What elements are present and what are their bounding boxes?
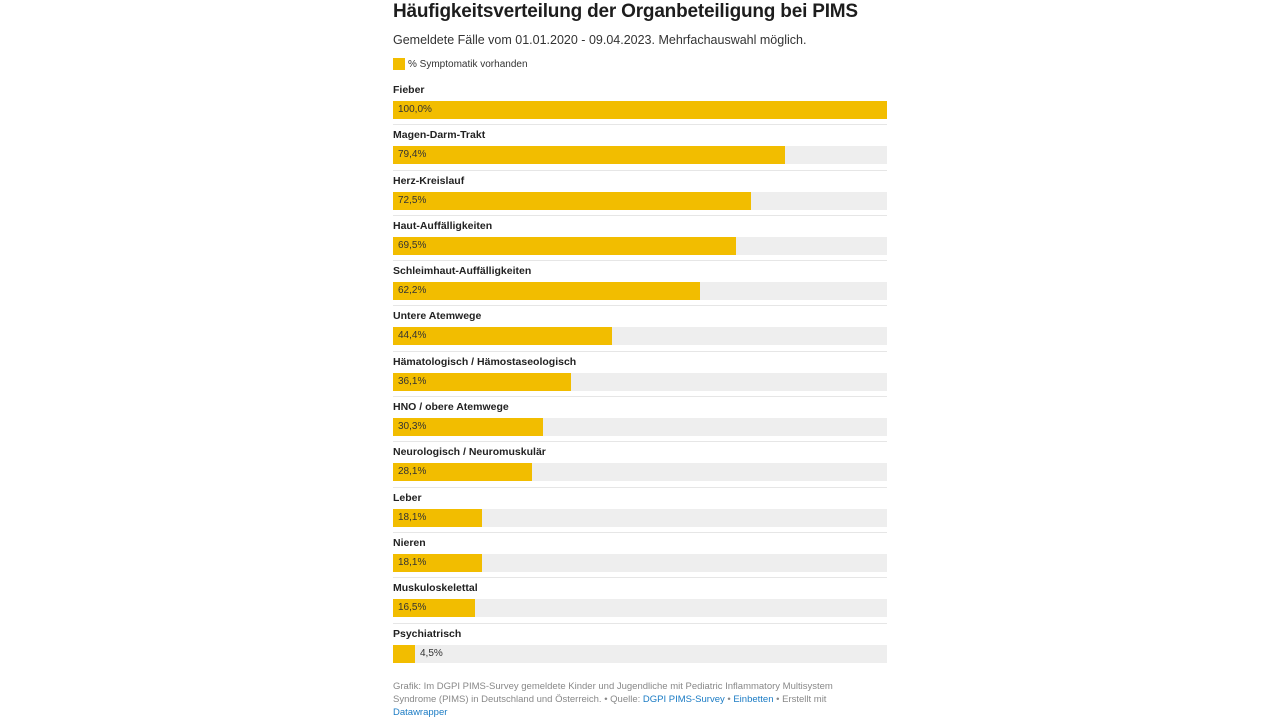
bar-track: 30,3% [393, 418, 887, 437]
category-label: Untere Atemwege [393, 310, 482, 323]
bar-track: 16,5% [393, 599, 887, 618]
bar-track: 69,5% [393, 236, 887, 255]
category-label: Fieber [393, 84, 425, 96]
bar-rows: Fieber 100,0% Magen-Darm-Trakt 79,4% Herz-Kr… [393, 80, 887, 669]
bar [393, 553, 482, 572]
datawrapper-link[interactable]: Datawrapper [393, 707, 448, 718]
bar-track: 18,1% [393, 508, 887, 527]
value-label: 79,4% [398, 149, 427, 161]
bar-track: 28,1% [393, 463, 887, 482]
bar-row: Psychiatrisch 4,5% [393, 624, 887, 669]
chart-notes: Grafik: Im DGPI PIMS-Survey gemeldete Ki… [393, 680, 873, 719]
bar-row: Haut-Auffälligkeiten 69,5% [393, 216, 887, 262]
bar-row: Schleimhaut-Auffälligkeiten 62,2% [393, 261, 887, 307]
bar [393, 191, 751, 210]
bar-row: HNO / obere Atemwege 30,3% [393, 397, 887, 443]
embed-link[interactable]: Einbetten [733, 694, 774, 705]
value-label: 36,1% [398, 375, 427, 387]
bar-track: 62,2% [393, 282, 887, 301]
notes-text: Grafik: Im DGPI PIMS-Survey gemeldete Ki… [393, 681, 833, 705]
chart-title: Häufigkeitsverteilung der Organbeteiligu… [393, 1, 858, 22]
category-label: Neurologisch / Neuromuskulär [393, 446, 546, 459]
legend-swatch [393, 58, 405, 70]
bar-row: Magen-Darm-Trakt 79,4% [393, 125, 887, 171]
value-label: 62,2% [398, 285, 427, 297]
category-label: Magen-Darm-Trakt [393, 129, 486, 142]
value-label: 69,5% [398, 239, 427, 251]
legend-label: % Symptomatik vorhanden [408, 58, 528, 70]
bar [393, 599, 475, 618]
value-label: 28,1% [398, 466, 427, 478]
category-label: Herz-Kreislauf [393, 174, 465, 187]
bar [393, 644, 415, 663]
bar-track: 4,5% [393, 644, 887, 663]
value-label: 72,5% [398, 194, 427, 206]
category-label: Muskuloskelettal [393, 582, 478, 595]
bar-row: Leber 18,1% [393, 488, 887, 533]
bar-row: Herz-Kreislauf 72,5% [393, 171, 887, 216]
bar [393, 236, 736, 255]
bar-row: Nieren 18,1% [393, 533, 887, 579]
bar [393, 282, 700, 301]
legend: % Symptomatik vorhanden [393, 57, 887, 71]
bar-track: 100,0% [393, 101, 887, 119]
bar-row: Muskuloskelettal 16,5% [393, 578, 887, 624]
bar [393, 372, 571, 391]
bar-row: Neurologisch / Neuromuskulär 28,1% [393, 442, 887, 488]
bar [393, 327, 612, 346]
value-label: 16,5% [398, 602, 427, 614]
value-label: 44,4% [398, 330, 427, 342]
category-label: Psychiatrisch [393, 627, 462, 640]
bar [393, 508, 482, 527]
category-label: Schleimhaut-Auffälligkeiten [393, 265, 532, 278]
value-label: 100,0% [398, 104, 432, 115]
bar-track: 18,1% [393, 553, 887, 572]
bar-row: Untere Atemwege 44,4% [393, 306, 887, 352]
bar [393, 463, 532, 482]
bar [393, 101, 887, 119]
bar [393, 418, 543, 437]
source-link[interactable]: DGPI PIMS-Survey [642, 694, 725, 705]
notes-created-with: • Erstellt mit [773, 694, 827, 705]
value-label: 18,1% [398, 511, 427, 523]
notes-separator: • [724, 694, 734, 705]
chart: Häufigkeitsverteilung der Organbeteiligu… [393, 0, 887, 669]
bar-track: 36,1% [393, 372, 887, 391]
bar-row: Hämatologisch / Hämostaseologisch 36,1% [393, 352, 887, 398]
category-label: Leber [393, 491, 422, 504]
category-label: Nieren [393, 536, 426, 549]
category-label: HNO / obere Atemwege [393, 401, 509, 414]
bar-row: Fieber 100,0% [393, 80, 887, 126]
bar-track: 79,4% [393, 146, 887, 165]
bar-track: 44,4% [393, 327, 887, 346]
value-label: 18,1% [398, 556, 427, 568]
category-label: Haut-Auffälligkeiten [393, 219, 493, 232]
chart-subtitle: Gemeldete Fälle vom 01.01.2020 - 09.04.2… [393, 33, 807, 47]
bar [393, 146, 785, 165]
category-label: Hämatologisch / Hämostaseologisch [393, 355, 577, 368]
value-label: 4,5% [420, 647, 443, 659]
bar-track: 72,5% [393, 191, 887, 210]
value-label: 30,3% [398, 421, 427, 433]
